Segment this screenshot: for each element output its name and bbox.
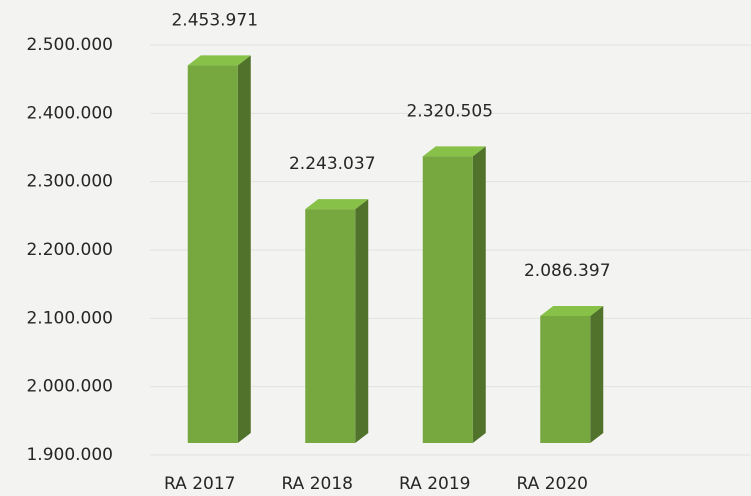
y-tick-label: 2.500.000	[26, 35, 113, 55]
bar	[422, 156, 473, 443]
bar	[187, 65, 238, 443]
y-tick-label: 2.100.000	[26, 308, 113, 328]
x-tick-label: RA 2017	[164, 474, 235, 494]
bar-top	[187, 55, 251, 66]
y-tick-label: 2.400.000	[26, 103, 113, 123]
bar-side	[237, 55, 251, 443]
bar-top	[422, 146, 486, 157]
y-tick-label: 2.300.000	[26, 172, 113, 192]
y-tick-label: 2.200.000	[26, 240, 113, 260]
bar-side	[472, 146, 486, 443]
bar-side	[590, 305, 604, 443]
data-label: 2.453.971	[171, 10, 258, 30]
x-tick-label: RA 2019	[399, 474, 470, 494]
bar	[305, 209, 356, 443]
data-label: 2.086.397	[524, 261, 611, 281]
y-tick-label: 2.000.000	[26, 377, 113, 397]
bar-top	[540, 305, 604, 316]
bar-top	[305, 199, 369, 210]
y-tick-label: 1.900.000	[26, 445, 113, 465]
x-tick-label: RA 2018	[282, 474, 353, 494]
bar-side	[355, 199, 369, 443]
data-label: 2.243.037	[289, 154, 376, 174]
data-label: 2.320.505	[406, 101, 493, 121]
x-tick-label: RA 2020	[517, 474, 588, 494]
bar	[540, 315, 591, 443]
